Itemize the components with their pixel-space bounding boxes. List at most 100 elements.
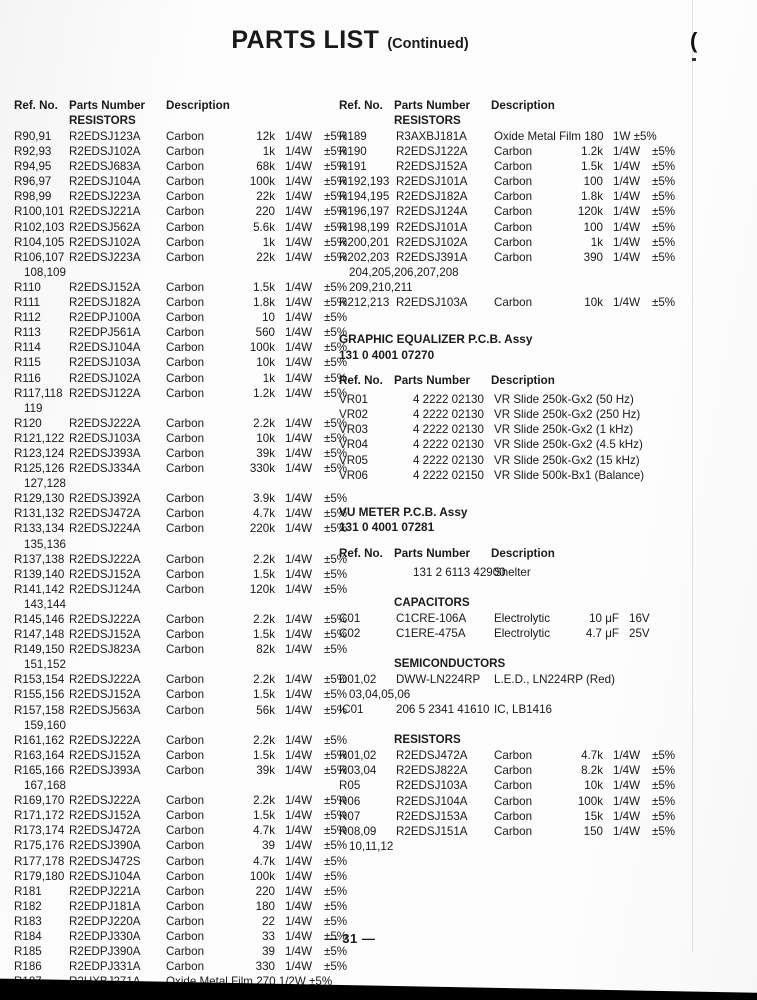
cell-ref-no: R145,146 [14,613,65,626]
cell-parts-number: R2EDSJ393A [69,763,141,777]
cell-description: VR Slide 250k-Gx2 (15 kHz) [494,453,640,467]
cell-description: VR Slide 250k-Gx2 (250 Hz) [494,408,641,422]
cell-type: Carbon [166,839,205,853]
cell-ref-no: VR05 [339,453,369,467]
page-title-continued: (Continued) [387,36,469,52]
cell-tolerance: ±5% [324,311,348,325]
cell-type: Carbon [166,296,205,310]
table-row: R165,166 R2EDSJ393A Carbon 39k 1/4W ±5% [14,763,347,778]
scan-artifact-dot [692,58,696,61]
table-row: R121,122 R2EDSJ103A Carbon 10k 1/4W ±5% [14,431,348,446]
cell-type: Carbon [166,341,205,355]
cell-wattage: 1/4W [285,582,313,596]
cell-wattage: 1/4W [285,703,313,717]
cell-tolerance: ±5% [324,929,348,943]
cell-type: Electrolytic [494,611,551,625]
cell-ref-no: R111 [14,296,40,310]
cell-type: Carbon [166,567,205,581]
left-parts-rows: R90,91 R2EDSJ123A Carbon 12k 1/4W ±5% R92,93 R2… [14,129,348,1000]
cell-value: 2.2k [253,794,275,808]
cell-wattage: 1/4W [285,869,313,883]
cell-parts-number: R2EDSJ182A [396,190,468,204]
table-row: R114 R2EDSJ104A Carbon 100k 1/4W ±5% [14,340,347,355]
cell-wattage: 1/4W [285,552,313,566]
cell-tolerance: ±5% [652,220,676,234]
cell-ref-continuation: 119 [24,401,43,415]
table-row: R120 R2EDSJ222A Carbon 2.2k 1/4W ±5% [14,416,347,431]
cell-parts-number: R2EDSJ102A [69,371,141,385]
cell-ref-no: R202,203 [339,250,390,264]
table-row: R129,130 R2EDSJ392A Carbon 3.9k 1/4W ±5% [14,491,347,506]
cell-type: Carbon [494,205,533,219]
cell-tolerance: ±5% [652,250,676,264]
cell-parts-number: R2EDSJ222A [69,416,141,430]
cell-type: Carbon [166,688,205,702]
cell-value: 22 [262,914,275,928]
cell-parts-number: R2EDSJ390A [69,839,141,853]
cell-wattage: 1/4W [285,356,313,370]
table-row: R116 R2EDSJ102A Carbon 1k 1/4W ±5% [14,371,347,386]
cell-value: 22k [256,250,275,264]
cell-parts-number: R2EDSJ104A [396,794,468,808]
cell-parts-number: R2EDSJ104A [69,175,141,189]
table-row: IC01 206 5 2341 41610 IC, LB1416 [339,702,684,717]
table-row: R100,101 R2EDSJ221A Carbon 220 1/4W ±5% [14,204,347,219]
cell-tolerance: ±5% [324,296,348,310]
table-row: R90,91 R2EDSJ123A Carbon 12k 1/4W ±5% [14,129,347,144]
cell-wattage: 1/4W [613,160,641,174]
cell-ref-no: R112 [14,311,41,325]
cell-value: 4.7k [581,749,603,763]
cell-parts-number: R2EDSJ822A [396,764,468,778]
table-row: VR03 4 2222 02130 VR Slide 250k-Gx2 (1 kHz… [339,422,684,437]
cell-value: 2.2k [253,673,275,687]
header-parts-number: Parts Number [394,546,471,560]
graphic-equalizer-rows: VR01 4 2222 02130 VR Slide 250k-Gx2 (50 Hz… [339,392,684,483]
cell-value: 39 [262,945,275,959]
cell-type: Carbon [166,522,205,536]
cell-value: 220 [255,884,275,898]
table-row: VR01 4 2222 02130 VR Slide 250k-Gx2 (50 Hz… [339,392,684,407]
vu-meter-headers: Ref. No. Parts Number Description [339,546,684,561]
table-row: R163,164 R2EDSJ152A Carbon 1.5k 1/4W ±5% [14,748,347,763]
cell-ref-no: R184 [14,929,42,943]
cell-parts-number: R2EDPJ330A [69,929,141,943]
cell-value: 390 [583,250,603,264]
cell-parts-number: R2EDPJ331A [69,960,141,974]
cell-description: VR Slide 250k-Gx2 (50 Hz) [494,393,634,407]
cell-ref-no: R92,93 [14,145,52,159]
cell-tolerance: ±5% [324,733,348,747]
header-ref-no: Ref. No. [14,99,58,112]
cell-wattage: 1/4W [285,839,313,853]
cell-type: Electrolytic [494,626,551,640]
cell-parts-number: R2EDSJ222A [69,673,141,687]
cell-parts-number: R2EDSJ152A [69,280,141,294]
section-heading-semiconductors: SEMICONDUCTORS [394,656,506,670]
cell-type: Carbon [166,371,205,385]
cell-parts-number: R2EDSJ103A [69,356,141,370]
table-row: R183 R2EDPJ220A Carbon 22 1/4W ±5% [14,914,347,929]
cell-value: 100k [249,869,275,883]
cell-type: Carbon [166,884,205,898]
cell-value: 330 [255,960,275,974]
cell-ref-no: R179,180 [14,869,65,883]
cell-ref-no: R01,02 [339,749,377,763]
table-row: R202,203 R2EDSJ391A Carbon 390 1/4W ±5% [339,250,684,265]
section-heading-capacitors: CAPACITORS [394,595,470,609]
cell-tolerance: ±5% [324,854,348,868]
cell-wattage: 1/4W [613,809,641,823]
cell-ref-no: C01 [339,611,361,625]
cell-tolerance: ±5% [324,431,348,445]
table-row: R06 R2EDSJ104A Carbon 100k 1/4W ±5% [339,794,684,809]
cell-value: 56k [256,703,275,717]
cell-type: Carbon [166,552,205,566]
cell-wattage: 1/4W [613,235,641,249]
cell-type: Carbon [166,326,205,340]
cell-value: 2.2k [253,552,275,566]
cell-ref-no: R104,105 [14,235,65,249]
section-heading-resistors: RESISTORS [394,114,461,127]
table-row: R92,93 R2EDSJ102A Carbon 1k 1/4W ±5% [14,144,347,159]
table-row: R196,197 R2EDSJ124A Carbon 120k 1/4W ±5% [339,204,684,219]
cell-parts-number: R2EDSJ124A [396,205,468,219]
cell-parts-number: 4 2222 02130 [413,438,484,452]
cell-wattage: 1/4W [285,824,313,838]
